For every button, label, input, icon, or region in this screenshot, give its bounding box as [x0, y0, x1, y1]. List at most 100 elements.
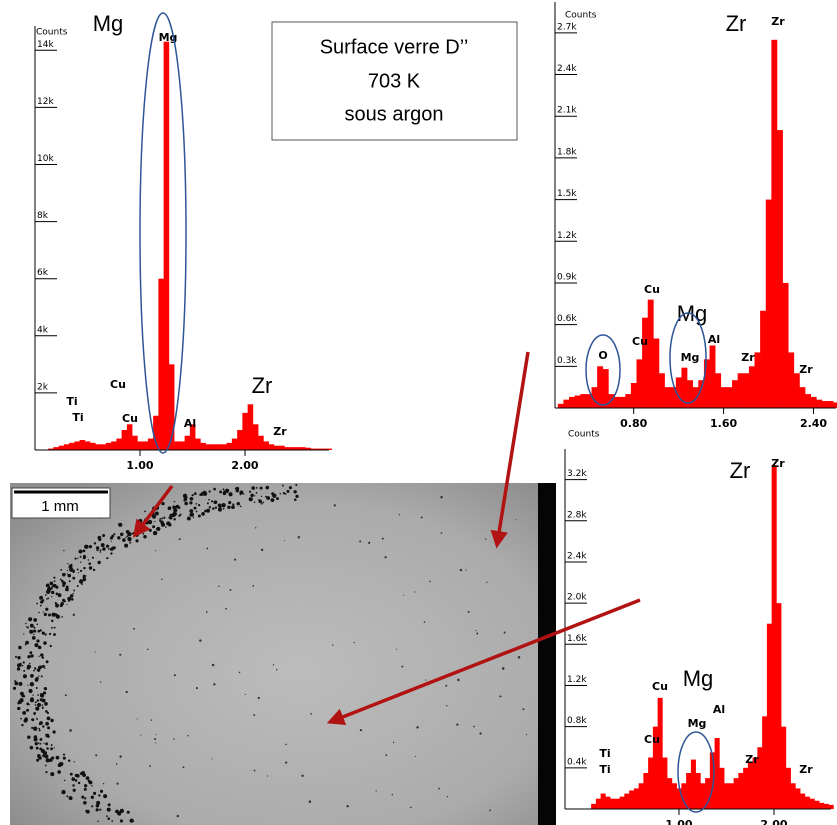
- spectrum-bar: [126, 424, 133, 450]
- particle: [72, 788, 76, 792]
- spectrum-bar: [200, 442, 206, 450]
- particle: [72, 613, 76, 617]
- spectrum-bar: [163, 41, 170, 450]
- spectrum-bar: [816, 399, 823, 408]
- particle: [38, 655, 40, 657]
- particle: [189, 501, 193, 505]
- spectrum-bar: [785, 767, 791, 809]
- particle: [148, 528, 152, 532]
- spectrum-bar: [766, 623, 772, 809]
- particle: [254, 495, 256, 497]
- peak-label: Ti: [66, 395, 77, 408]
- spectrum-bar: [105, 442, 112, 450]
- spectrum-bar: [671, 783, 677, 809]
- x-tick-label: 2.00: [760, 818, 787, 825]
- spectrum-bar: [174, 441, 180, 450]
- spectrum-bar: [657, 697, 663, 809]
- peak-label: Al: [184, 417, 196, 430]
- particle: [333, 504, 336, 507]
- peak-label: Cu: [110, 378, 126, 391]
- particle: [67, 573, 72, 578]
- x-tick-label: 1.60: [710, 417, 737, 430]
- spectrum-bar: [733, 778, 739, 809]
- spectrum-bar: [700, 783, 706, 809]
- particle: [255, 486, 258, 489]
- particle: [310, 712, 313, 715]
- y-tick-label: 1.5k: [557, 189, 577, 199]
- particle: [467, 610, 470, 613]
- particle: [440, 496, 443, 499]
- particle: [213, 500, 218, 505]
- particle: [201, 512, 205, 516]
- particle: [19, 698, 24, 703]
- particle: [119, 819, 123, 823]
- spectrum-bar: [205, 444, 212, 450]
- spectrum-bar: [738, 772, 744, 809]
- particle: [172, 511, 177, 517]
- spectrum-bar: [776, 130, 783, 408]
- particle: [184, 497, 188, 501]
- particle: [106, 807, 111, 812]
- spectrum-bar: [142, 441, 149, 450]
- particle: [187, 735, 189, 737]
- spectrum-bar: [771, 465, 777, 809]
- particle: [44, 633, 47, 636]
- particle: [14, 680, 17, 683]
- particle: [36, 758, 40, 762]
- particle: [41, 704, 44, 706]
- spectrum-bar: [695, 772, 701, 809]
- particle: [78, 549, 83, 554]
- x-tick-label: 1.00: [126, 459, 153, 472]
- particle: [74, 773, 79, 778]
- particle: [53, 626, 56, 629]
- peak-label: Mg: [681, 351, 700, 364]
- particle: [96, 549, 99, 552]
- element-label: Zr: [730, 458, 751, 483]
- y-tick-label: 1.8k: [557, 147, 577, 157]
- spectrum-bar: [630, 382, 637, 408]
- spectrum-bar: [819, 802, 825, 809]
- particle: [160, 520, 164, 524]
- y-tick-label: 4k: [37, 325, 49, 335]
- particle: [117, 536, 121, 540]
- spectrum-bar: [810, 396, 817, 408]
- particle: [36, 699, 40, 702]
- particle: [87, 779, 91, 783]
- particle: [253, 714, 256, 716]
- spectrum-bar: [294, 447, 301, 450]
- particle: [429, 580, 431, 583]
- particle: [43, 742, 45, 744]
- particle: [222, 488, 225, 491]
- particle: [155, 742, 157, 744]
- spectrum-bar: [69, 442, 75, 450]
- spectrum-bar: [595, 798, 601, 809]
- y-tick-label: 0.9k: [557, 272, 577, 282]
- particle: [33, 737, 38, 742]
- particle: [200, 494, 203, 497]
- particle: [64, 694, 67, 697]
- particle: [116, 782, 119, 785]
- particle: [52, 583, 57, 588]
- particle: [63, 549, 65, 552]
- arrow: [490, 351, 530, 549]
- particle: [423, 621, 426, 623]
- particle: [22, 661, 25, 664]
- particle: [49, 644, 52, 648]
- spectrum-bar: [585, 394, 592, 408]
- particle: [111, 534, 115, 538]
- particle: [26, 626, 29, 629]
- particle: [266, 775, 269, 777]
- particle: [77, 557, 79, 559]
- particle: [36, 668, 41, 672]
- particle: [16, 667, 21, 671]
- particle: [45, 589, 51, 594]
- particle: [297, 536, 301, 539]
- spectrum-bar: [563, 399, 570, 408]
- spectrum-bar: [614, 798, 620, 809]
- particle: [375, 790, 377, 792]
- particle: [34, 701, 37, 704]
- particle: [45, 734, 47, 736]
- particle: [168, 523, 172, 527]
- particle: [99, 681, 102, 683]
- particle: [255, 491, 258, 494]
